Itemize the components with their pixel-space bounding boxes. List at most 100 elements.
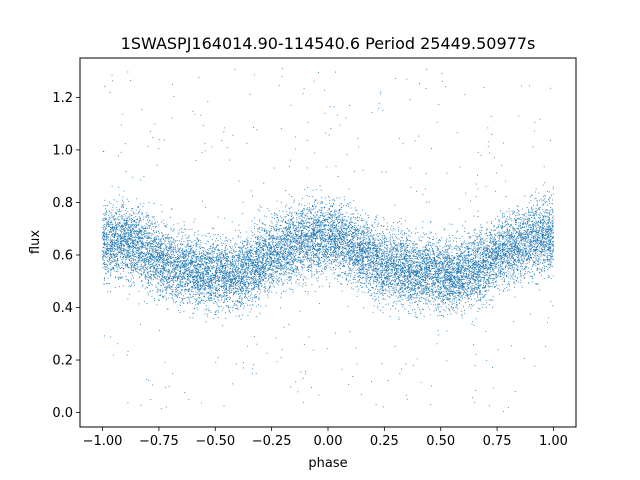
data-point xyxy=(386,278,388,279)
data-point xyxy=(284,216,286,218)
data-point xyxy=(545,228,547,230)
data-point xyxy=(237,270,239,272)
data-point xyxy=(359,269,361,271)
data-point xyxy=(139,246,141,248)
data-point xyxy=(143,244,145,246)
data-point xyxy=(264,224,266,226)
data-point xyxy=(212,272,214,274)
data-point xyxy=(302,225,304,227)
data-point xyxy=(324,221,326,223)
data-point xyxy=(423,282,425,284)
data-point xyxy=(313,247,315,249)
data-point xyxy=(316,272,318,274)
data-point xyxy=(548,276,550,278)
data-point xyxy=(512,264,514,266)
data-point xyxy=(304,228,306,229)
data-point xyxy=(359,244,361,246)
data-point xyxy=(540,254,542,256)
data-point xyxy=(355,259,357,261)
data-point xyxy=(505,272,507,274)
data-point xyxy=(259,236,261,238)
data-point xyxy=(404,256,406,258)
data-point xyxy=(248,262,250,264)
data-point xyxy=(296,279,298,280)
data-point xyxy=(452,291,454,292)
data-point xyxy=(515,241,517,242)
data-point xyxy=(196,254,197,256)
data-point xyxy=(411,260,413,262)
data-point xyxy=(190,290,192,292)
data-point xyxy=(505,243,507,245)
data-point xyxy=(264,242,266,244)
data-point xyxy=(138,211,139,213)
data-point xyxy=(263,271,265,273)
data-point xyxy=(411,295,412,297)
data-point xyxy=(466,243,468,245)
data-point xyxy=(402,240,404,242)
data-point xyxy=(185,255,187,257)
data-point xyxy=(218,300,220,302)
data-point xyxy=(367,234,369,236)
data-point xyxy=(371,230,373,232)
data-point xyxy=(354,243,356,245)
data-point xyxy=(317,225,319,227)
data-point xyxy=(477,310,479,312)
data-point xyxy=(143,271,145,273)
data-point xyxy=(444,271,446,273)
data-point xyxy=(274,265,276,267)
data-point xyxy=(388,272,390,274)
data-point xyxy=(543,222,544,224)
data-point xyxy=(474,289,475,291)
data-point xyxy=(515,249,517,251)
data-point xyxy=(148,284,150,286)
data-point xyxy=(110,246,112,248)
data-point xyxy=(502,230,504,232)
data-point xyxy=(439,289,441,290)
data-point xyxy=(268,265,270,267)
data-point xyxy=(288,263,290,265)
data-point xyxy=(539,241,541,243)
data-point xyxy=(547,212,549,214)
data-point xyxy=(422,285,424,287)
data-point xyxy=(153,248,155,250)
data-point xyxy=(385,237,387,239)
data-point xyxy=(161,275,163,277)
data-point xyxy=(240,292,242,294)
data-point xyxy=(359,279,360,280)
data-point xyxy=(161,233,163,234)
data-point xyxy=(175,291,177,293)
data-point xyxy=(550,264,552,266)
data-point xyxy=(139,258,141,260)
data-point xyxy=(543,249,545,250)
data-point xyxy=(134,233,136,235)
data-point xyxy=(168,268,170,270)
data-point xyxy=(517,228,518,229)
data-point xyxy=(248,249,250,251)
data-point xyxy=(427,258,429,260)
data-point xyxy=(153,215,155,217)
data-point xyxy=(288,223,290,225)
data-point xyxy=(514,246,516,248)
data-point xyxy=(178,257,180,259)
data-point xyxy=(377,108,379,110)
data-point xyxy=(146,236,148,238)
data-point xyxy=(431,249,433,251)
data-point xyxy=(210,281,212,283)
data-point xyxy=(402,244,404,246)
data-point xyxy=(106,243,108,245)
data-point xyxy=(361,243,363,244)
data-point xyxy=(549,253,551,255)
data-point xyxy=(526,258,528,260)
data-point xyxy=(517,234,519,236)
data-point xyxy=(436,297,438,298)
data-point xyxy=(370,243,372,245)
data-point xyxy=(155,226,157,228)
data-point xyxy=(477,278,479,280)
data-point xyxy=(287,227,289,229)
data-point xyxy=(469,261,471,263)
data-point xyxy=(497,270,499,272)
data-point xyxy=(485,264,487,266)
data-point xyxy=(219,290,220,291)
data-point xyxy=(366,221,368,223)
data-point xyxy=(546,209,548,211)
